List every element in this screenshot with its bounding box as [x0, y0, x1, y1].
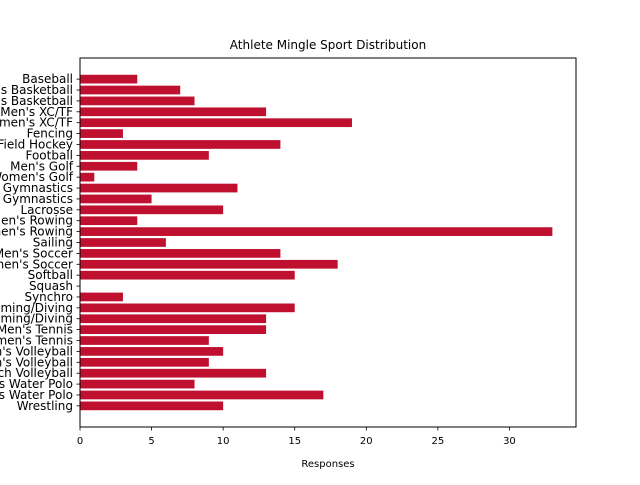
x-tick-label: 15: [288, 436, 301, 447]
bars-layer: [80, 74, 553, 411]
bar: [80, 379, 195, 389]
y-tick-label: Squash: [29, 279, 73, 293]
y-tick-label: Men's Soccer: [0, 246, 73, 260]
y-tick-label: Men's XC/TF: [0, 105, 73, 119]
bar: [80, 292, 123, 302]
bar: [80, 336, 209, 345]
y-tick-label: Women's Basketball: [0, 94, 73, 108]
bar: [80, 249, 281, 258]
y-tick-label: Men's Swimming/Diving: [0, 301, 73, 315]
y-tick-label: Women's Golf: [0, 170, 74, 184]
bar: [80, 161, 138, 171]
y-tick-label: Women's Soccer: [0, 257, 73, 271]
bar: [80, 390, 324, 400]
bar: [80, 259, 338, 269]
bar: [80, 314, 267, 324]
y-tick-label: Men's Golf: [10, 159, 74, 173]
bar: [80, 85, 181, 95]
bar: [80, 357, 209, 367]
bar: [80, 303, 295, 313]
y-tick-label: Women's Tennis: [0, 334, 73, 348]
x-tick-label: 0: [77, 436, 83, 447]
bar: [80, 74, 138, 84]
x-tick-label: 10: [217, 436, 230, 447]
y-tick-label: Men's Rowing: [0, 214, 73, 228]
x-tick-label: 25: [431, 436, 444, 447]
y-tick-label: Field Hockey: [0, 137, 73, 151]
y-tick-label: Football: [25, 148, 73, 162]
y-tick-label: Wrestling: [17, 399, 73, 413]
x-tick-label: 30: [503, 436, 516, 447]
y-tick-labels: BaseballMen's BasketballWomen's Basketba…: [0, 72, 80, 413]
y-tick-label: Women's Swimming/Diving: [0, 312, 73, 326]
y-tick-label: Beach Volleyball: [0, 366, 73, 380]
bar: [80, 194, 152, 204]
bar: [80, 368, 267, 378]
x-tick-label: 5: [148, 436, 154, 447]
y-tick-label: Baseball: [22, 72, 73, 86]
y-tick-label: Women's Water Polo: [0, 388, 73, 402]
y-tick-label: Synchro: [24, 290, 73, 304]
bar: [80, 325, 267, 334]
plot-frame: [79, 57, 577, 428]
bar: [80, 129, 123, 138]
bar: [80, 238, 166, 247]
bar: [80, 107, 267, 117]
bar: [80, 205, 224, 215]
y-tick-label: Women's Rowing: [0, 225, 73, 239]
y-tick-label: Men's Basketball: [0, 83, 73, 97]
y-tick-label: Men's Tennis: [0, 323, 73, 337]
y-tick-label: Women's Volleyball: [0, 355, 73, 369]
bar: [80, 183, 238, 193]
y-tick-label: Men's Volleyball: [0, 344, 73, 358]
y-tick-label: Sailing: [33, 236, 73, 250]
y-tick-label: Fencing: [27, 127, 73, 141]
y-tick-label: Men's Gymnastics: [0, 181, 73, 195]
y-tick-label: Men's Water Polo: [0, 377, 73, 391]
bar: [80, 140, 281, 149]
bar: [80, 270, 295, 280]
bar: [80, 118, 352, 128]
y-tick-label: Softball: [28, 268, 73, 282]
bar: [80, 216, 138, 226]
x-axis-ticks: 0 5 10 15 20 25 30: [77, 427, 516, 447]
y-tick-label: Women's XC/TF: [0, 116, 73, 130]
bar: [80, 227, 553, 236]
y-tick-label: Lacrosse: [20, 203, 73, 217]
bar: [80, 347, 224, 356]
y-tick-label: Women's Gymnastics: [0, 192, 73, 206]
bar: [80, 151, 209, 160]
x-tick-label: 20: [360, 436, 373, 447]
bar: [80, 96, 195, 106]
bar: [80, 172, 95, 182]
chart-title: Athlete Mingle Sport Distribution: [230, 38, 426, 52]
x-axis-label: Responses: [301, 459, 354, 470]
bar: [80, 401, 224, 411]
